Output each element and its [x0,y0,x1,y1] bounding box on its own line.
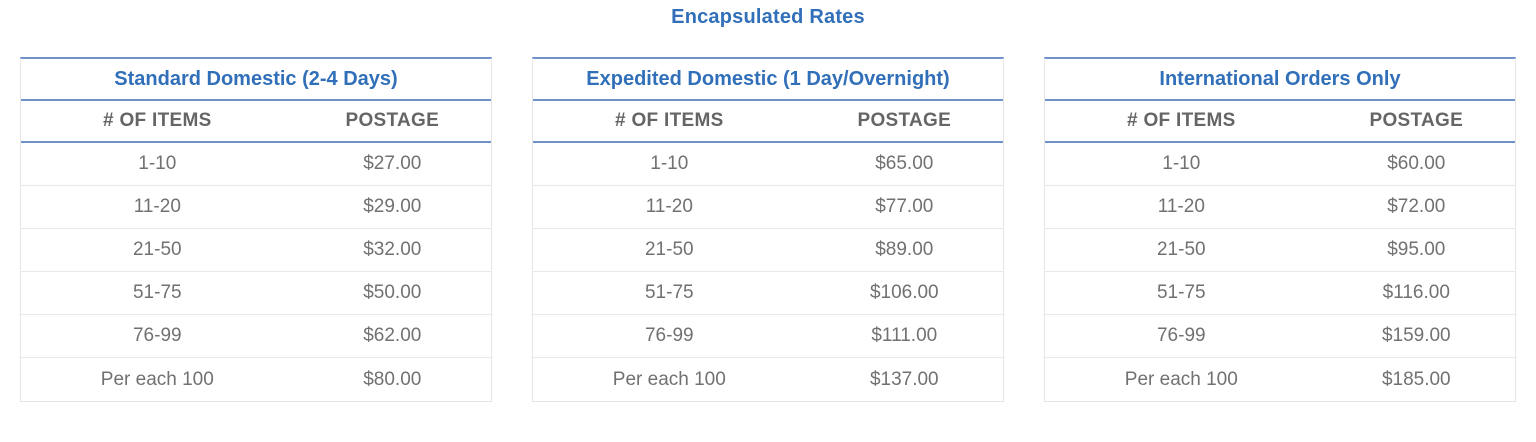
column-header-postage: POSTAGE [857,110,952,131]
table-row: 21-50 $95.00 [1045,229,1515,272]
items-cell: 1-10 [1162,153,1201,174]
table-row: 76-99 $159.00 [1045,315,1515,358]
postage-cell: $60.00 [1387,153,1446,174]
postage-cell: $106.00 [869,282,939,303]
items-cell: 21-50 [132,239,182,260]
table-row: 76-99 $111.00 [533,315,1003,358]
items-cell: 11-20 [133,196,181,217]
items-cell: 1-10 [650,153,689,174]
items-cell: 11-20 [1157,196,1205,217]
postage-cell: $80.00 [363,368,422,390]
postage-cell: $29.00 [363,196,422,217]
table-row: 11-20 $77.00 [533,186,1003,229]
column-header-items: # OF ITEMS [615,110,724,131]
column-header-postage: POSTAGE [345,110,440,131]
postage-cell: $111.00 [871,325,938,346]
table-row: 11-20 $72.00 [1045,186,1515,229]
items-cell: Per each 100 [1124,368,1238,390]
items-cell: 21-50 [644,239,694,260]
items-cell: 76-99 [1156,325,1206,346]
table-row: Per each 100 $137.00 [533,358,1003,401]
table-row: 1-10 $65.00 [533,143,1003,186]
table-row: 21-50 $89.00 [533,229,1003,272]
column-header-items: # OF ITEMS [103,110,212,131]
rate-table-expedited-domestic: Expedited Domestic (1 Day/Overnight) # O… [532,57,1004,402]
items-cell: 51-75 [132,282,182,303]
postage-cell: $72.00 [1387,196,1446,217]
postage-cell: $89.00 [875,239,934,260]
items-cell: 1-10 [138,153,177,174]
postage-cell: $159.00 [1381,325,1451,346]
items-cell: 51-75 [644,282,694,303]
postage-cell: $50.00 [363,282,422,303]
table-row: Per each 100 $80.00 [21,358,491,401]
table-row: 1-10 $27.00 [21,143,491,186]
table-row: 76-99 $62.00 [21,315,491,358]
table-row: 51-75 $116.00 [1045,272,1515,315]
table-title: Expedited Domestic (1 Day/Overnight) [533,59,1003,101]
table-body: 1-10 $65.00 11-20 $77.00 21-50 $89.00 51… [533,143,1003,401]
postage-cell: $77.00 [875,196,934,217]
table-body: 1-10 $60.00 11-20 $72.00 21-50 $95.00 51… [1045,143,1515,401]
table-row: Per each 100 $185.00 [1045,358,1515,401]
postage-cell: $65.00 [875,153,934,174]
postage-cell: $95.00 [1387,239,1446,260]
rate-table-standard-domestic: Standard Domestic (2-4 Days) # OF ITEMS … [20,57,492,402]
table-row: 1-10 $60.00 [1045,143,1515,186]
table-header-row: # OF ITEMS POSTAGE [1045,101,1515,143]
postage-cell: $27.00 [363,153,422,174]
postage-cell: $62.00 [363,325,422,346]
table-header-row: # OF ITEMS POSTAGE [533,101,1003,143]
table-row: 21-50 $32.00 [21,229,491,272]
items-cell: 76-99 [644,325,694,346]
items-cell: 51-75 [1156,282,1206,303]
items-cell: Per each 100 [100,368,214,390]
table-row: 51-75 $106.00 [533,272,1003,315]
postage-cell: $137.00 [869,368,939,390]
postage-cell: $185.00 [1381,368,1451,390]
page-title: Encapsulated Rates [671,6,865,28]
table-title: International Orders Only [1045,59,1515,101]
items-cell: 11-20 [645,196,693,217]
items-cell: Per each 100 [612,368,726,390]
table-body: 1-10 $27.00 11-20 $29.00 21-50 $32.00 51… [21,143,491,401]
postage-cell: $116.00 [1382,282,1450,303]
table-header-row: # OF ITEMS POSTAGE [21,101,491,143]
table-row: 51-75 $50.00 [21,272,491,315]
column-header-postage: POSTAGE [1369,110,1464,131]
items-cell: 21-50 [1156,239,1206,260]
items-cell: 76-99 [132,325,182,346]
table-row: 11-20 $29.00 [21,186,491,229]
postage-cell: $32.00 [363,239,422,260]
column-header-items: # OF ITEMS [1127,110,1236,131]
rate-tables-container: Standard Domestic (2-4 Days) # OF ITEMS … [0,57,1536,402]
rate-table-international: International Orders Only # OF ITEMS POS… [1044,57,1516,402]
table-title: Standard Domestic (2-4 Days) [21,59,491,101]
